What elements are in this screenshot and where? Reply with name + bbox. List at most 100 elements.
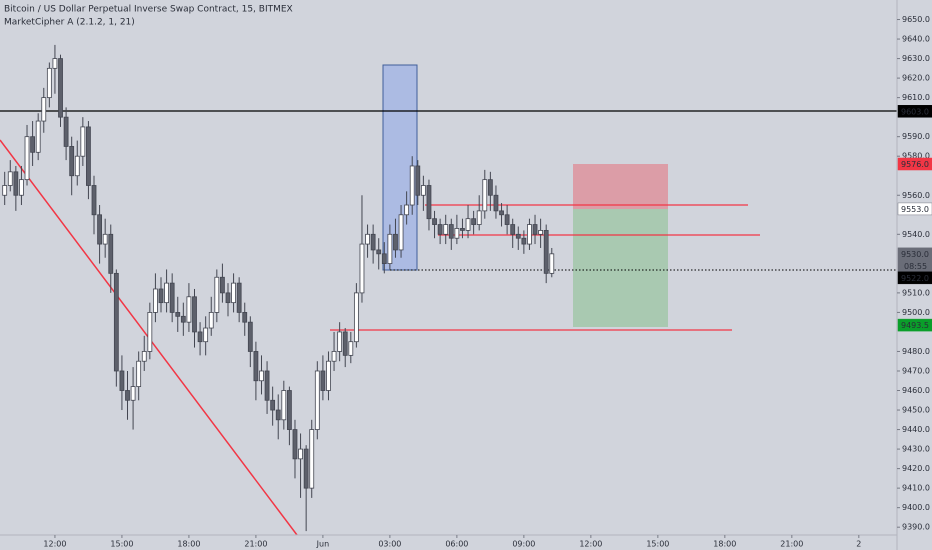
y-tick-label: 9590.0 (902, 132, 930, 141)
candle-body (41, 97, 47, 122)
candles (2, 44, 555, 532)
candle-body (404, 204, 410, 216)
y-tick-label: 9510.0 (902, 288, 930, 297)
candle-body (46, 67, 52, 99)
candle-body (426, 185, 432, 220)
y-tick-label: 9440.0 (902, 425, 930, 434)
indicator-label: MarketCipher A (2.1.2, 1, 21) (4, 18, 135, 28)
candle-body (270, 399, 276, 411)
candle-body (7, 171, 13, 186)
candle-body (102, 233, 108, 245)
candle-body (376, 249, 382, 255)
candle-body (303, 448, 309, 489)
y-tick-label: 9450.0 (902, 406, 930, 415)
candle-body (130, 386, 136, 401)
y-tick-label: 9400.0 (902, 503, 930, 512)
candle-body (236, 282, 242, 313)
candle-body (454, 228, 460, 239)
price-label: 9530.0 (901, 250, 929, 259)
candle-body (543, 230, 549, 274)
candle-body (2, 185, 8, 196)
candle-body (275, 409, 281, 421)
candle-body (353, 292, 359, 343)
y-tick-label: 9640.0 (902, 35, 930, 44)
candle-body (370, 233, 376, 251)
candle-body (521, 237, 527, 245)
x-tick-label: 03:00 (378, 540, 401, 549)
price-label: 9522.0 (901, 274, 929, 283)
candle-body (52, 58, 58, 69)
x-tick-label: 21:00 (780, 540, 803, 549)
price-label-box (897, 271, 932, 285)
x-tick-label: 09:00 (512, 540, 535, 549)
stop-zone (573, 164, 668, 209)
candle-body (504, 214, 510, 225)
y-tick-label: 9650.0 (902, 15, 930, 24)
y-tick-label: 9390.0 (902, 523, 930, 532)
candle-body (24, 136, 30, 181)
candle-body (169, 282, 175, 313)
y-tick-label: 9420.0 (902, 464, 930, 473)
y-tick-label: 9460.0 (902, 386, 930, 395)
candle-body (460, 228, 465, 231)
y-tick-label: 9430.0 (902, 445, 930, 454)
candle-body (465, 218, 471, 231)
y-tick-label: 9540.0 (902, 230, 930, 239)
candle-body (19, 179, 24, 196)
candle-body (220, 276, 225, 294)
candle-body (119, 370, 125, 391)
candle-body (231, 282, 236, 304)
candle-body (348, 341, 354, 356)
price-label: 9493.5 (901, 321, 929, 330)
candle-body (420, 185, 426, 196)
candle-body (125, 390, 130, 401)
price-label-box (897, 157, 932, 171)
y-tick-label: 9620.0 (902, 74, 930, 83)
price-label: 9553.0 (901, 205, 929, 214)
candle-body (180, 315, 186, 323)
candle-body (538, 230, 544, 235)
candle-body (292, 429, 298, 460)
candle-body (147, 312, 153, 352)
target-zone (573, 209, 668, 327)
candle-body (186, 296, 192, 323)
y-tick-label: 9560.0 (902, 191, 930, 200)
candle-body (91, 185, 97, 216)
candle-body (164, 282, 169, 304)
candle-body (320, 370, 326, 391)
candle-body (86, 126, 91, 186)
candle-body (365, 233, 370, 245)
candle-body (97, 214, 102, 245)
candle-body (549, 253, 555, 274)
candle-body (314, 370, 320, 430)
price-label: 9576.0 (901, 160, 929, 169)
candle-body (158, 288, 164, 304)
candle-body (264, 370, 270, 401)
candle-body (393, 233, 398, 251)
candle-body (381, 253, 387, 264)
y-tick-label: 9470.0 (902, 366, 930, 375)
chart-title: Bitcoin / US Dollar Perpetual Inverse Sw… (4, 5, 293, 15)
x-tick-label: 12:00 (579, 540, 602, 549)
candle-body (208, 312, 214, 329)
candle-body (482, 179, 488, 212)
candle-body (253, 351, 259, 382)
candle-body (337, 331, 343, 352)
candle-body (286, 390, 292, 430)
candle-body (35, 120, 41, 153)
candle-body (247, 321, 253, 352)
candle-body (493, 194, 499, 212)
candle-body (175, 312, 181, 317)
x-tick-label: 2 (856, 540, 861, 549)
candle-body (197, 331, 203, 343)
x-tick-label: 18:00 (177, 540, 200, 549)
y-tick-label: 9630.0 (902, 54, 930, 63)
candle-body (448, 224, 454, 239)
candle-body (499, 210, 504, 216)
candle-body (342, 331, 348, 356)
candle-body (58, 58, 63, 118)
candle-body (203, 327, 209, 343)
candle-body (141, 351, 147, 362)
